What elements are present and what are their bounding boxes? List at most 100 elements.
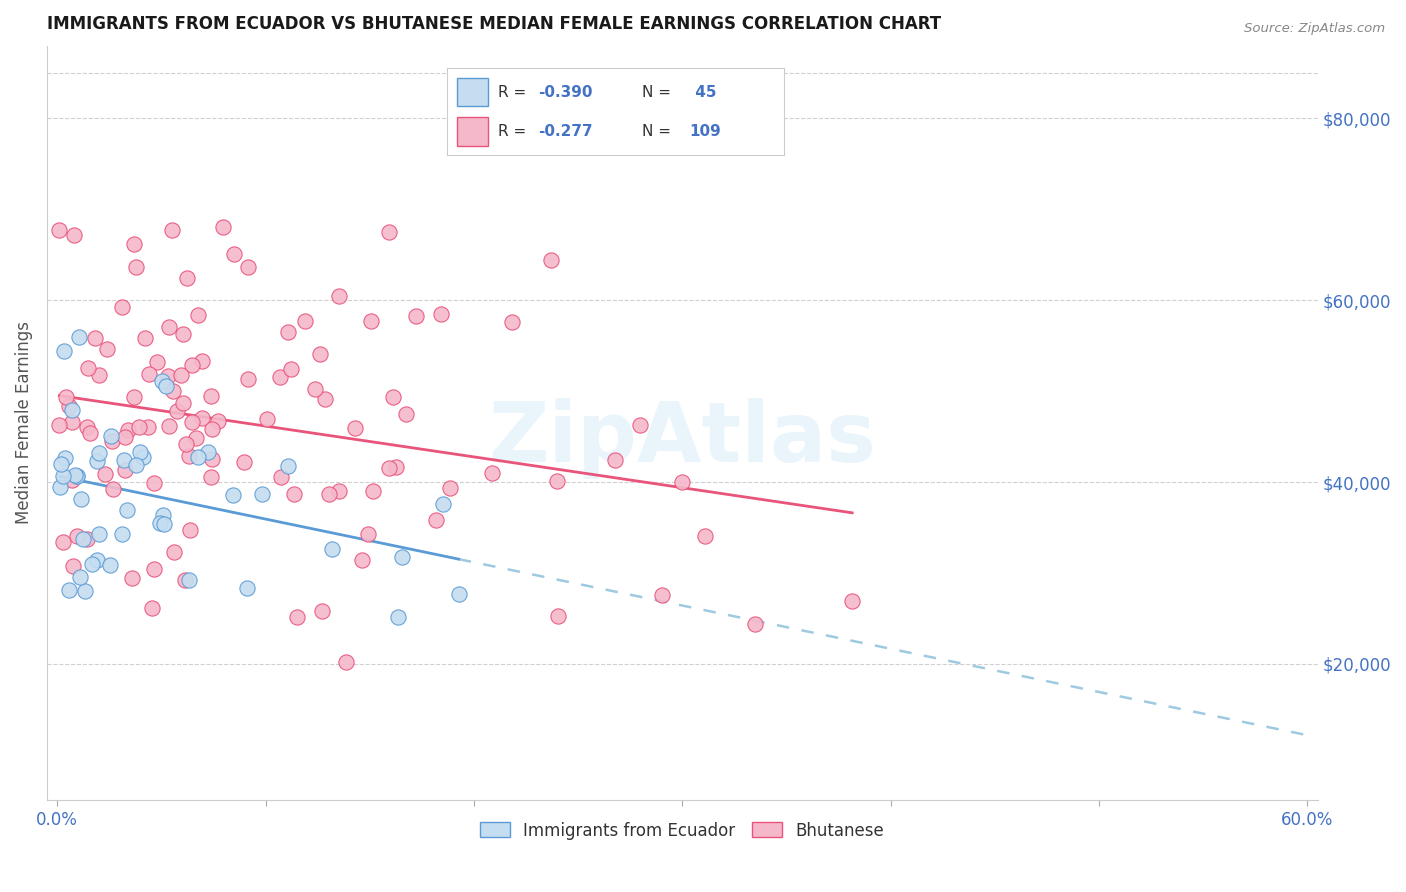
- Point: [841, 594, 863, 608]
- Point: [187, 308, 209, 322]
- Point: [134, 331, 156, 345]
- Point: [294, 313, 316, 327]
- Point: [114, 463, 136, 477]
- Point: [157, 368, 180, 383]
- Point: [328, 484, 350, 499]
- Point: [150, 375, 173, 389]
- Point: [352, 553, 374, 567]
- Point: [101, 434, 124, 448]
- Point: [48, 417, 70, 432]
- Point: [283, 486, 305, 500]
- Point: [172, 396, 194, 410]
- Point: [153, 517, 176, 532]
- Point: [162, 545, 184, 559]
- Point: [200, 469, 222, 483]
- Point: [73, 583, 96, 598]
- Text: Source: ZipAtlas.com: Source: ZipAtlas.com: [1244, 22, 1385, 36]
- Point: [122, 390, 145, 404]
- Point: [378, 460, 401, 475]
- Point: [256, 412, 278, 426]
- Point: [304, 382, 326, 396]
- Point: [162, 384, 184, 398]
- Point: [60, 403, 83, 417]
- Point: [671, 475, 693, 490]
- Point: [101, 482, 124, 496]
- Point: [125, 260, 148, 274]
- Point: [157, 320, 180, 334]
- Point: [87, 445, 110, 459]
- Point: [72, 533, 94, 547]
- Point: [385, 459, 408, 474]
- Point: [136, 419, 159, 434]
- Point: [131, 450, 153, 464]
- Point: [58, 399, 80, 413]
- Point: [357, 527, 380, 541]
- Point: [224, 247, 246, 261]
- Point: [285, 610, 308, 624]
- Point: [112, 453, 135, 467]
- Point: [547, 609, 569, 624]
- Point: [53, 451, 76, 466]
- Point: [51, 535, 73, 549]
- Point: [250, 487, 273, 501]
- Point: [651, 588, 673, 602]
- Point: [172, 327, 194, 342]
- Point: [62, 558, 84, 573]
- Point: [318, 487, 340, 501]
- Point: [129, 445, 152, 459]
- Point: [382, 390, 405, 404]
- Point: [309, 347, 332, 361]
- Point: [63, 227, 86, 242]
- Point: [96, 343, 118, 357]
- Point: [321, 542, 343, 557]
- Point: [501, 315, 523, 329]
- Point: [66, 469, 89, 483]
- Point: [184, 431, 207, 445]
- Point: [160, 222, 183, 236]
- Point: [117, 423, 139, 437]
- Point: [269, 369, 291, 384]
- Point: [190, 353, 212, 368]
- Point: [143, 562, 166, 576]
- Point: [155, 379, 177, 393]
- Point: [311, 604, 333, 618]
- Point: [378, 225, 401, 239]
- Point: [744, 616, 766, 631]
- Point: [277, 325, 299, 339]
- Point: [87, 527, 110, 541]
- Point: [187, 450, 209, 464]
- Y-axis label: Median Female Earnings: Median Female Earnings: [15, 321, 32, 524]
- Point: [69, 570, 91, 584]
- Point: [540, 252, 562, 267]
- Point: [360, 314, 382, 328]
- Point: [66, 469, 89, 483]
- Point: [63, 468, 86, 483]
- Point: [48, 480, 70, 494]
- Point: [432, 497, 454, 511]
- Point: [174, 573, 197, 587]
- Point: [122, 236, 145, 251]
- Point: [235, 581, 257, 595]
- Point: [181, 359, 204, 373]
- Point: [695, 529, 717, 543]
- Point: [447, 587, 470, 601]
- Point: [111, 526, 134, 541]
- Point: [52, 469, 75, 483]
- Point: [76, 532, 98, 546]
- Point: [60, 415, 83, 429]
- Point: [191, 411, 214, 425]
- Point: [170, 368, 193, 382]
- Point: [238, 260, 260, 275]
- Point: [277, 458, 299, 473]
- Point: [115, 503, 138, 517]
- Text: ZipAtlas: ZipAtlas: [488, 398, 876, 478]
- Point: [180, 415, 202, 429]
- Point: [212, 219, 235, 234]
- Point: [121, 571, 143, 585]
- Point: [87, 368, 110, 383]
- Point: [149, 516, 172, 530]
- Point: [207, 414, 229, 428]
- Point: [66, 529, 89, 543]
- Point: [314, 392, 336, 407]
- Point: [69, 492, 91, 507]
